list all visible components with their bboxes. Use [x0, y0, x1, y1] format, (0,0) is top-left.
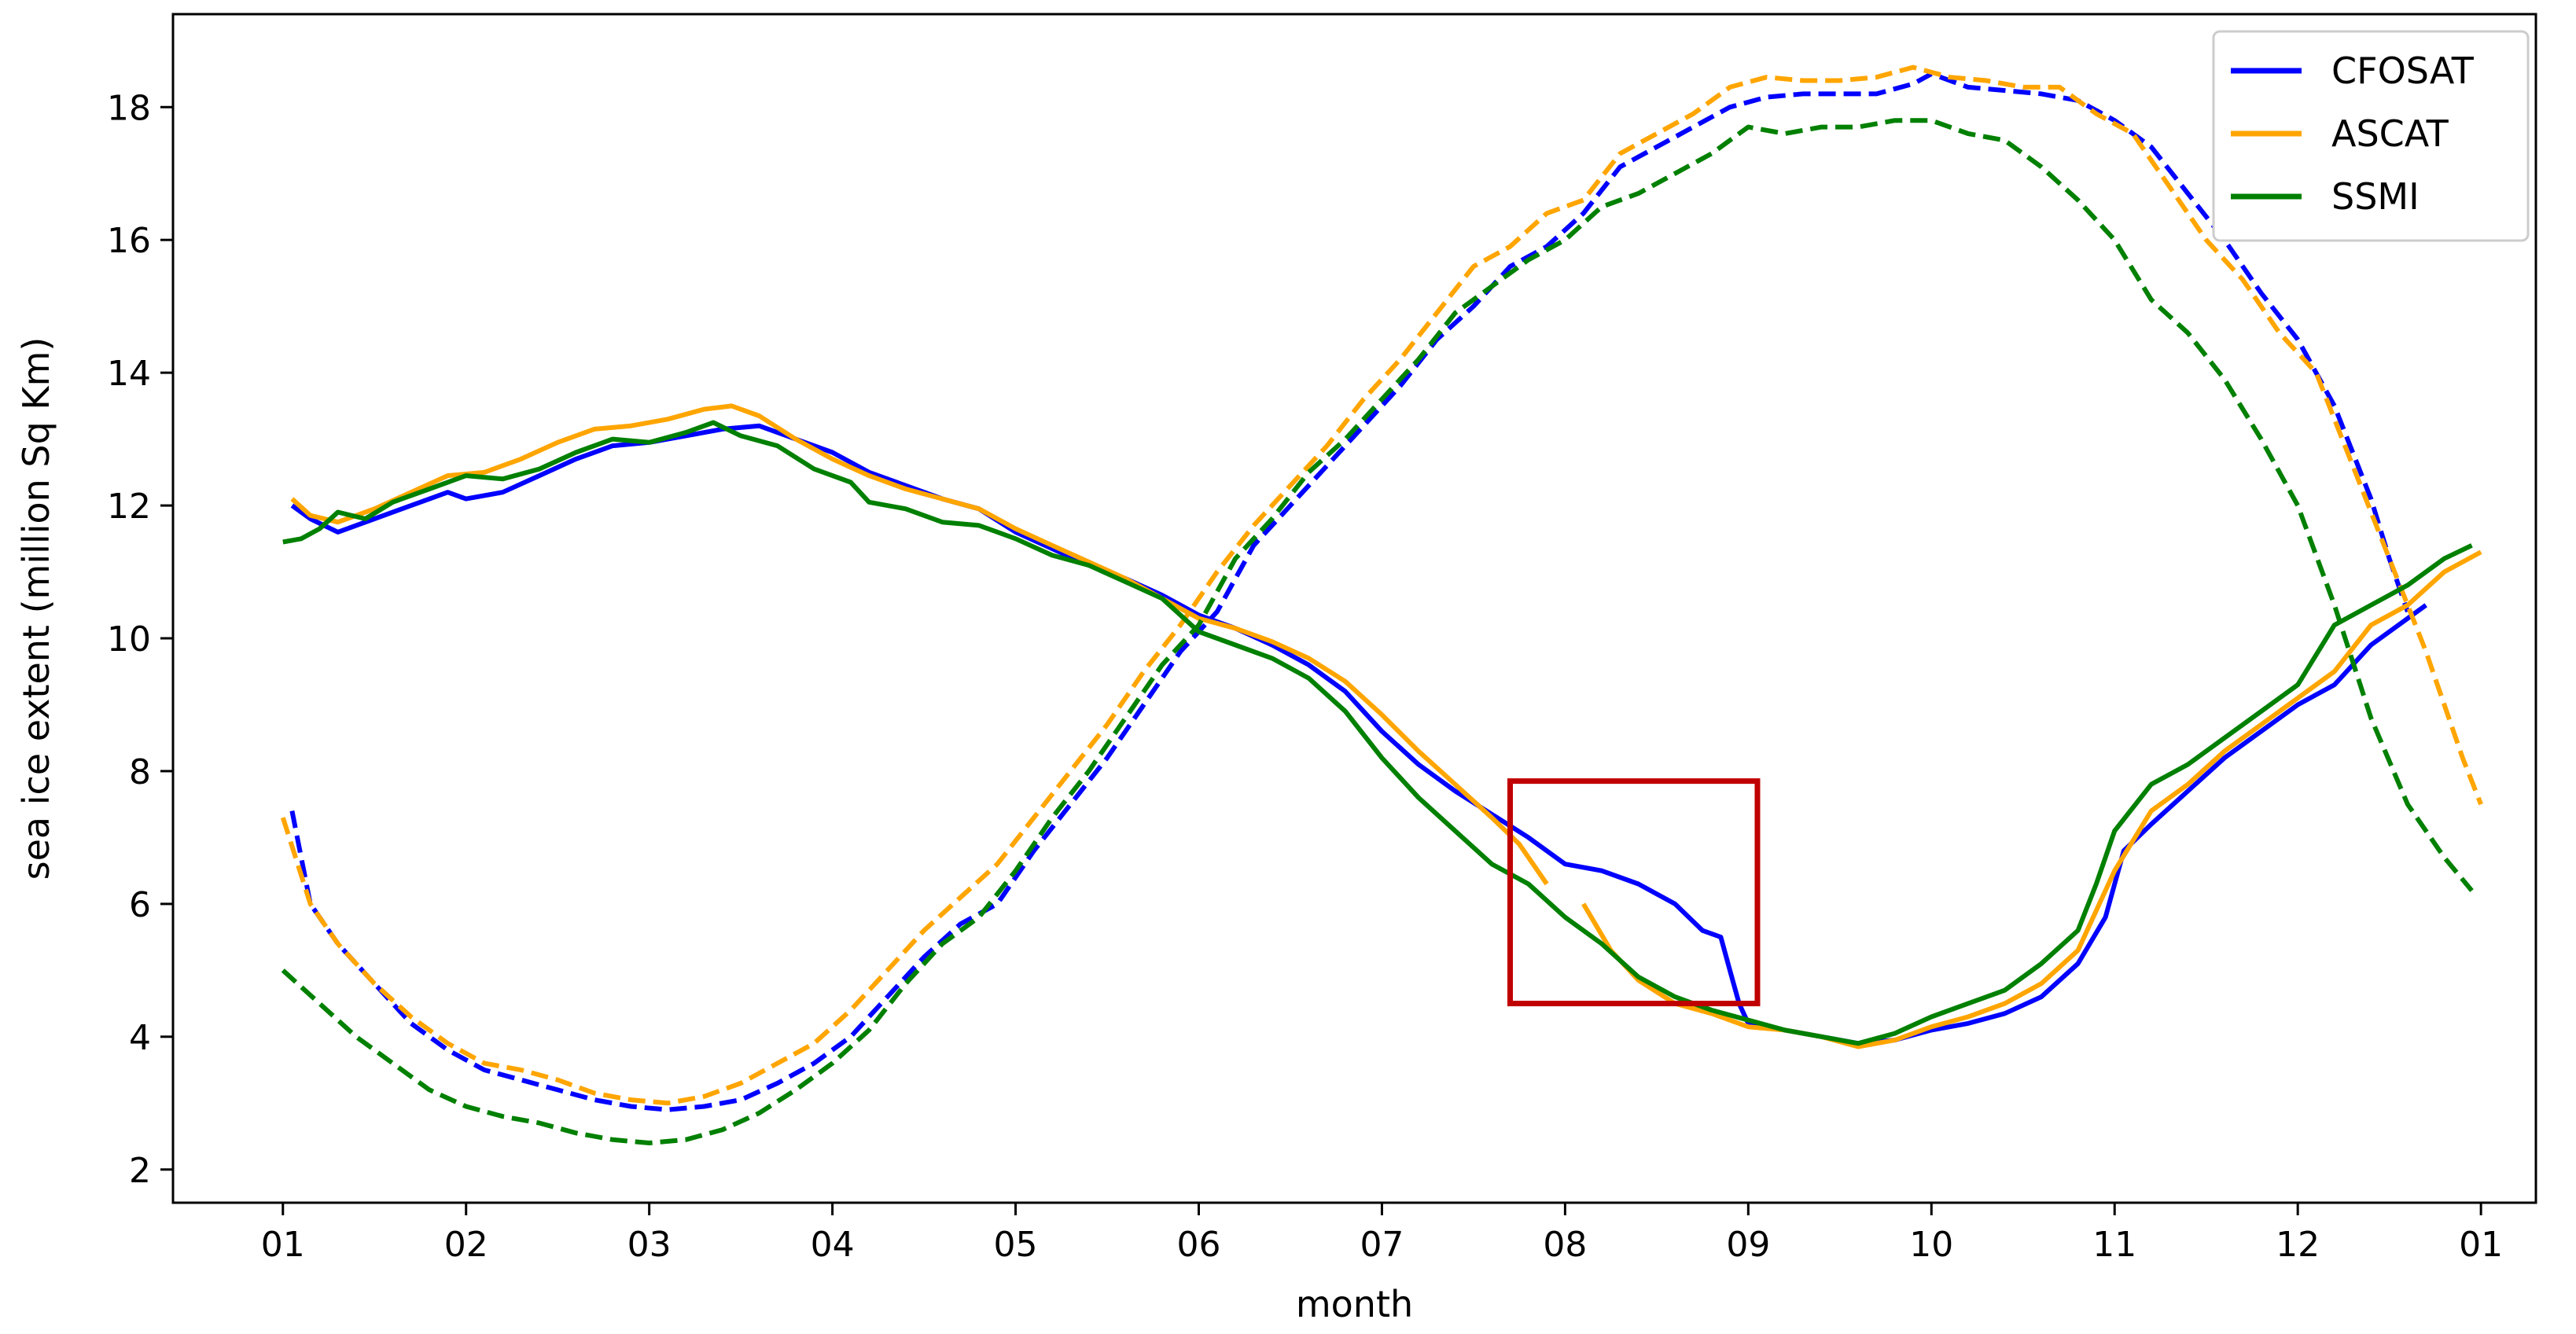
x-tick-label-4: 05	[994, 1225, 1038, 1265]
y-axis-label: sea ice extent (million Sq Km)	[15, 337, 57, 880]
y-tick-label-1: 4	[129, 1018, 151, 1058]
x-tick-label-8: 09	[1726, 1225, 1770, 1265]
series-line-ascat-arctic-3	[1581, 549, 2482, 1049]
legend-label-ascat: ASCAT	[2331, 112, 2449, 155]
series-line-ascat-antarctic-4	[280, 64, 2483, 1106]
series-line-ssmi-antarctic-6	[281, 118, 2474, 1145]
legend: CFOSAT ASCAT SSMI	[2212, 30, 2530, 242]
legend-label-cfosat: CFOSAT	[2331, 50, 2475, 92]
x-tick-label-7: 08	[1543, 1225, 1587, 1265]
y-tick-label-6: 14	[107, 354, 151, 394]
legend-label-ssmi: SSMI	[2331, 175, 2420, 218]
x-tick-label-9: 10	[1909, 1225, 1953, 1265]
x-tick-label-12: 01	[2459, 1225, 2503, 1265]
y-tick-label-3: 8	[129, 752, 151, 792]
highlight-rectangle-0	[1507, 778, 1761, 1007]
series-line-ssmi-arctic-5	[282, 420, 2473, 1046]
x-tick-label-3: 04	[811, 1225, 855, 1265]
x-tick-label-0: 01	[261, 1225, 305, 1265]
x-tick-label-10: 11	[2092, 1225, 2136, 1265]
x-tick-label-11: 12	[2276, 1225, 2320, 1265]
tick-layer: 01 02 03 04 05 06 07 08 09 10 11 12 01 2 4 6 8 10 12 14 16 18	[107, 88, 2503, 1265]
plot-frame	[171, 13, 2537, 1204]
y-tick-label-4: 10	[107, 619, 151, 660]
legend-box	[2212, 30, 2530, 242]
series-line-ascat-arctic-2	[290, 403, 1549, 886]
plot-layer	[280, 64, 2483, 1145]
y-tick-label-2: 6	[129, 885, 151, 925]
x-axis-label: month	[1296, 1283, 1413, 1325]
x-tick-label-2: 03	[627, 1225, 672, 1265]
x-tick-label-5: 06	[1176, 1225, 1220, 1265]
x-tick-label-1: 02	[444, 1225, 488, 1265]
y-tick-label-0: 2	[129, 1151, 151, 1191]
y-tick-label-5: 12	[107, 487, 151, 527]
y-tick-label-7: 16	[107, 221, 151, 261]
x-tick-label-6: 07	[1360, 1225, 1404, 1265]
y-tick-label-8: 18	[107, 88, 151, 128]
